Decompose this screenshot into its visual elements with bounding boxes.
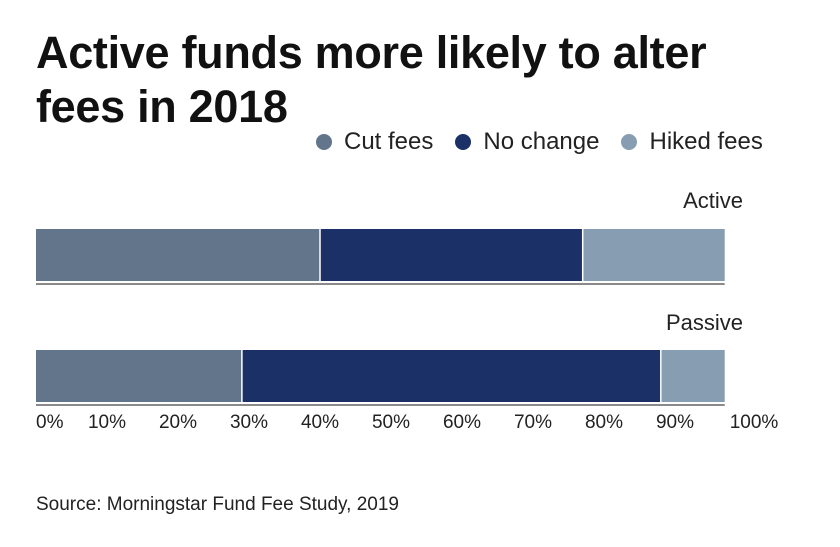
bar-passive-cut-fees — [36, 350, 242, 402]
x-tick-label: 80% — [585, 412, 623, 433]
x-tick-label: 50% — [372, 412, 410, 433]
bar-active-no-change — [320, 229, 583, 281]
category-label-passive: Passive — [666, 310, 743, 335]
bar-passive-no-change — [241, 350, 661, 402]
legend-item-hiked-fees: Hiked fees — [621, 128, 763, 156]
legend-label-no-change: No change — [483, 128, 600, 155]
hiked-fees-swatch-icon — [621, 134, 638, 150]
legend-item-no-change: No change — [455, 128, 599, 156]
cut-fees-swatch-icon — [316, 134, 332, 150]
x-tick-label: 30% — [230, 412, 268, 433]
x-tick-label: 60% — [443, 412, 481, 433]
x-tick-label: 40% — [301, 412, 339, 433]
legend-label-cut-fees: Cut fees — [344, 128, 434, 155]
x-tick-label: 100% — [730, 412, 779, 433]
legend: Cut fees No change Hiked fees — [316, 128, 763, 156]
category-label-active: Active — [683, 188, 743, 213]
bar-passive-hiked-fees — [660, 350, 725, 402]
legend-label-hiked-fees: Hiked fees — [649, 128, 763, 155]
legend-item-cut-fees: Cut fees — [316, 128, 433, 156]
x-tick-label: 90% — [656, 412, 694, 433]
source-note: Source: Morningstar Fund Fee Study, 2019 — [36, 494, 399, 515]
no-change-swatch-icon — [455, 134, 472, 150]
bar-active-cut-fees — [36, 229, 320, 281]
x-tick-label: 70% — [514, 412, 552, 433]
x-tick-label: 10% — [88, 412, 126, 433]
x-tick-label: 0% — [36, 412, 64, 433]
bar-active-hiked-fees — [582, 229, 725, 281]
chart-title: Active funds more likely to alter fees i… — [36, 27, 707, 132]
x-tick-label: 20% — [159, 412, 197, 433]
